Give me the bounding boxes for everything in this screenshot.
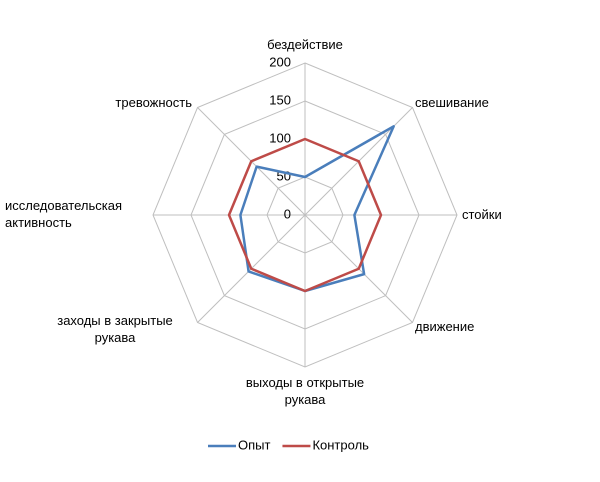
r-tick-label: 200 — [269, 54, 291, 69]
series-line — [227, 137, 383, 293]
r-tick-label: 0 — [284, 206, 291, 221]
category-label: тревожность — [115, 95, 192, 110]
category-label: исследовательская активность — [5, 198, 123, 230]
category-label: выходы в открытые рукава — [245, 375, 365, 407]
legend-label: Контроль — [312, 437, 369, 452]
legend-label: Опыт — [238, 437, 270, 452]
category-label: движение — [415, 319, 475, 334]
series-line — [239, 125, 395, 293]
category-label: стойки — [462, 207, 502, 222]
category-label: свешивание — [415, 95, 489, 110]
category-label: бездействие — [267, 37, 343, 52]
r-tick-label: 100 — [269, 130, 291, 145]
r-tick-label: 150 — [269, 92, 291, 107]
category-label: заходы в закрытые рукава — [57, 313, 173, 345]
